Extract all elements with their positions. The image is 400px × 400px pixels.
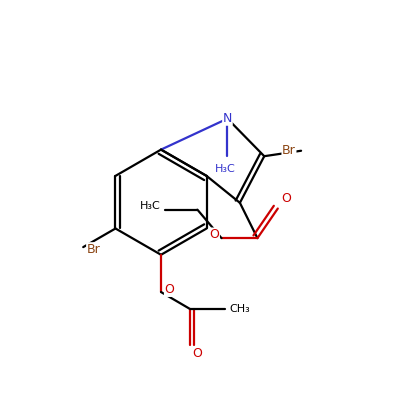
Text: O: O: [164, 283, 174, 296]
Text: O: O: [210, 228, 219, 241]
Text: O: O: [281, 192, 291, 206]
Text: Br: Br: [282, 144, 296, 157]
Text: CH₃: CH₃: [229, 304, 250, 314]
Text: H₃C: H₃C: [140, 201, 161, 211]
Text: O: O: [192, 347, 202, 360]
Text: H₃C: H₃C: [215, 164, 236, 174]
Text: N: N: [223, 112, 232, 125]
Text: Br: Br: [87, 243, 100, 256]
